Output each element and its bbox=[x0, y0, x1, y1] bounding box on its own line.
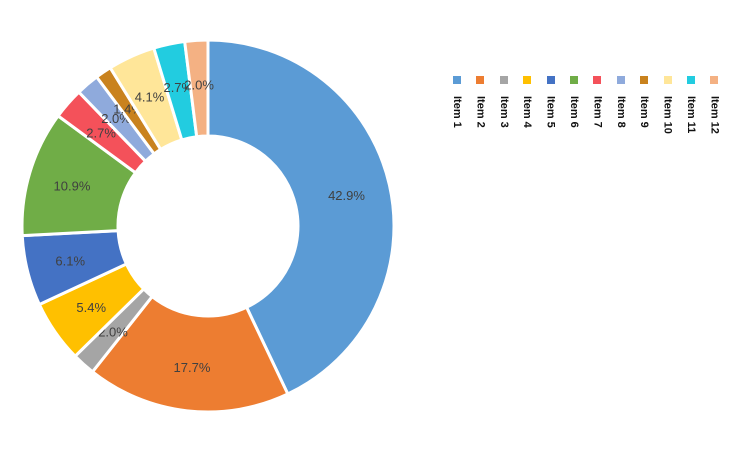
legend-label: Item 7 bbox=[591, 96, 604, 128]
legend: Item 1 Item 2 Item 3 Item 4 Item 5 Item 6 Item… bbox=[446, 76, 746, 436]
data-label: 10.9% bbox=[54, 178, 91, 193]
legend-item: Item 10 bbox=[657, 76, 679, 134]
legend-label: Item 10 bbox=[661, 96, 674, 134]
donut-slice bbox=[182, 38, 210, 139]
legend-swatch bbox=[640, 76, 649, 84]
data-label: 2.7% bbox=[163, 80, 193, 95]
legend-label: Item 6 bbox=[568, 96, 580, 128]
legend-label: Item 12 bbox=[708, 96, 721, 134]
legend-item: Item 2 bbox=[469, 76, 491, 128]
legend-swatch bbox=[523, 76, 532, 84]
donut-slice bbox=[90, 294, 290, 414]
data-label: 2.7% bbox=[86, 126, 116, 141]
legend-swatch bbox=[499, 76, 508, 84]
legend-item: Item 8 bbox=[610, 76, 632, 128]
donut-slice bbox=[206, 38, 396, 397]
legend-item: Item 1 bbox=[446, 76, 468, 128]
data-label: 6.1% bbox=[55, 253, 85, 268]
legend-swatch bbox=[687, 76, 695, 84]
data-label: 5.4% bbox=[76, 300, 106, 315]
legend-item: Item 6 bbox=[563, 76, 585, 128]
legend-swatch bbox=[476, 76, 485, 84]
legend-swatch bbox=[546, 76, 555, 84]
legend-label: Item 9 bbox=[638, 96, 651, 128]
legend-item: Item 7 bbox=[586, 76, 608, 128]
data-label: 2.0% bbox=[184, 77, 214, 92]
legend-label: Item 1 bbox=[451, 96, 463, 128]
legend-item: Item 12 bbox=[703, 76, 725, 134]
data-label: 42.9% bbox=[328, 188, 365, 203]
data-label: 4.1% bbox=[135, 90, 165, 105]
legend-swatch bbox=[616, 76, 625, 84]
data-label: 17.7% bbox=[174, 360, 211, 375]
legend-swatch bbox=[570, 76, 578, 84]
legend-item: Item 11 bbox=[680, 76, 702, 133]
legend-item: Item 5 bbox=[540, 76, 562, 128]
legend-item: Item 9 bbox=[633, 76, 655, 128]
legend-label: Item 5 bbox=[544, 96, 557, 128]
legend-swatch bbox=[710, 76, 719, 84]
legend-label: Item 11 bbox=[685, 96, 697, 134]
legend-label: Item 3 bbox=[497, 96, 510, 128]
legend-swatch bbox=[593, 76, 602, 84]
legend-item: Item 4 bbox=[516, 76, 538, 128]
legend-swatch bbox=[663, 76, 672, 84]
legend-item: Item 3 bbox=[493, 76, 515, 128]
legend-label: Item 2 bbox=[474, 96, 487, 128]
legend-label: Item 4 bbox=[521, 96, 534, 128]
legend-label: Item 8 bbox=[614, 96, 627, 128]
legend-swatch bbox=[453, 76, 461, 84]
